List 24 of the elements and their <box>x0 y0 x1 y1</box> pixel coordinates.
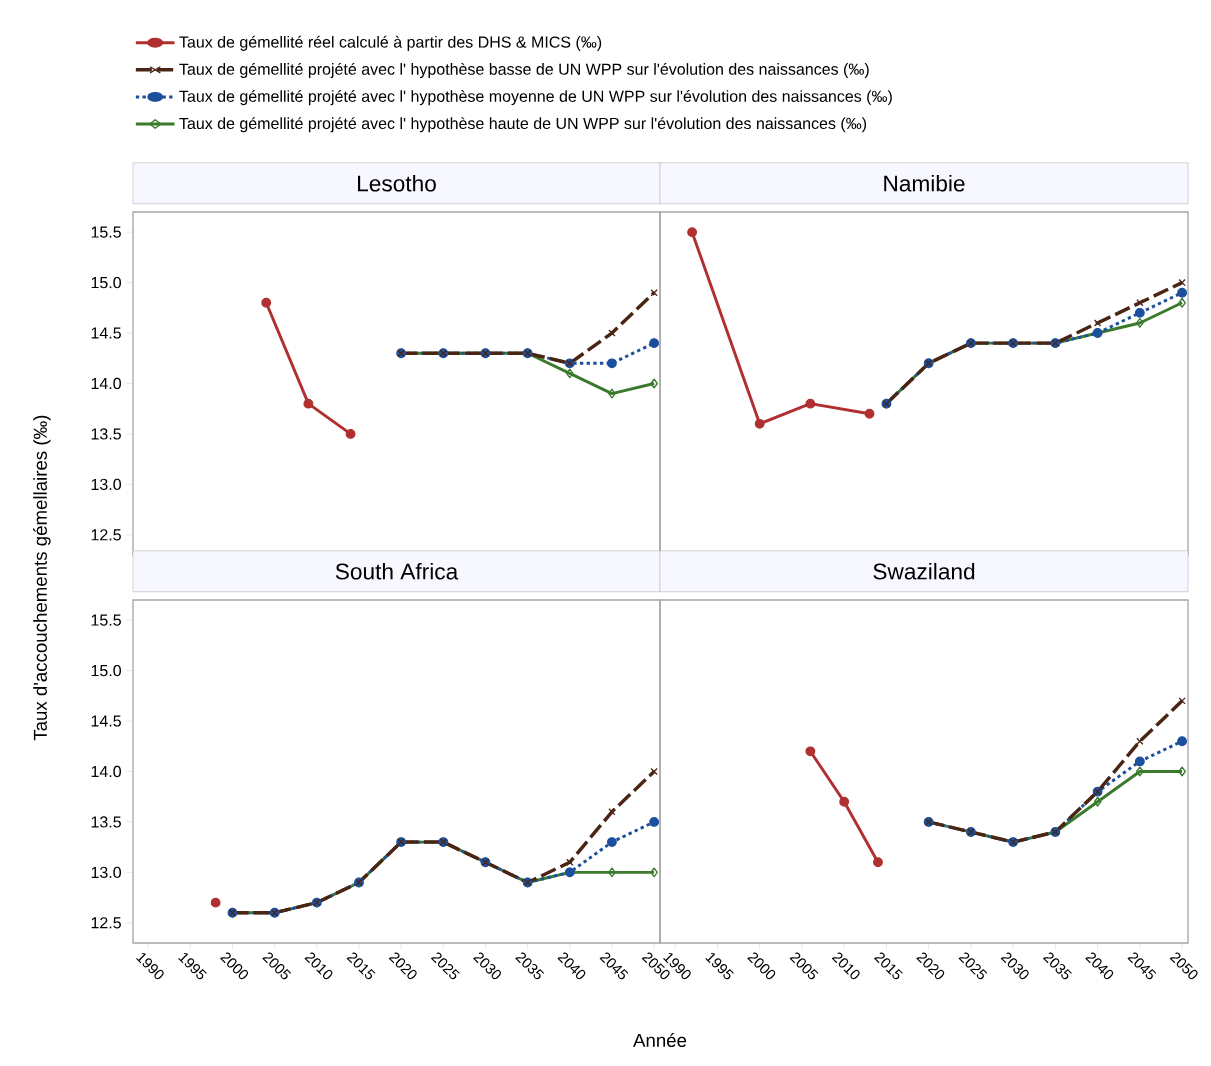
legend-label: Taux de gémellité projété avec l' hypothèse moyenne de UN WPP sur l'évolution des naissances (‰) <box>179 90 892 106</box>
legend-label: Taux de gémellité projété avec l' hypothèse haute de UN WPP sur l'évolution des naissances (‰) <box>179 117 867 133</box>
y-tick-label: 14.0 <box>91 765 122 778</box>
y-tick-label: 14.5 <box>91 715 121 727</box>
y-tick-label: 15.5 <box>91 226 121 238</box>
y-tick-label: 14.0 <box>91 377 121 390</box>
y-tick-label: 15.0 <box>91 276 121 289</box>
y-tick-label: 13.5 <box>91 816 121 828</box>
y-tick-label: 13.5 <box>91 428 121 440</box>
y-tick-label: 14.5 <box>91 327 121 339</box>
legend-label: Taux de gémellité projété avec l' hypothèse basse de UN WPP sur l'évolution des naissances (‰) <box>179 62 869 79</box>
y-axis-title: Taux d'accouchements gémellaires (‰) <box>33 415 51 741</box>
legend-label: Taux de gémellité réel calculé à partir des DHS & MICS (‰) <box>179 35 602 51</box>
y-tick-label: 12.5 <box>91 529 121 541</box>
y-tick-label: 15.0 <box>91 664 122 677</box>
chart-title: Namibie <box>884 174 965 192</box>
y-tick-label: 13.0 <box>91 478 121 491</box>
chart-title: South Africa <box>335 562 459 580</box>
y-tick-label: 13.0 <box>91 866 122 879</box>
y-tick-label: 12.5 <box>91 917 121 929</box>
chart-title: Swaziland <box>873 562 975 580</box>
chart-title: Lesotho <box>358 174 436 192</box>
x-axis-title: Année <box>633 1033 687 1048</box>
y-tick-label: 15.5 <box>91 614 121 626</box>
